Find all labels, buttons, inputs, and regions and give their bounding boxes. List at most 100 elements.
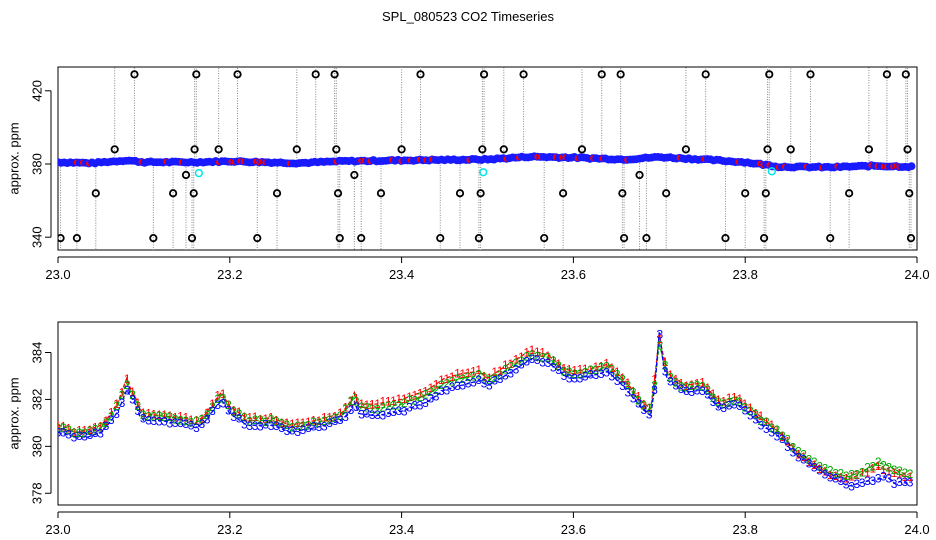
series-1-point-label: 1 — [736, 392, 743, 406]
series-3-point-label: 3 — [193, 421, 200, 435]
series-1-point-label: 1 — [81, 423, 88, 437]
series-2-point-label: 2 — [566, 365, 573, 379]
series-3-point-label: 3 — [555, 363, 562, 377]
series-2-point-label: 2 — [790, 440, 797, 454]
series-2-point-label: 2 — [103, 416, 110, 430]
series-2-point-label: 2 — [683, 380, 690, 394]
series-3-point-label: 3 — [135, 404, 142, 418]
series-2-point-label: 2 — [630, 385, 637, 399]
series-2-point-label: 2 — [800, 448, 807, 462]
top-outlier-point — [882, 70, 892, 79]
series-1-point-label: 1 — [486, 371, 493, 385]
series-3-point-label: 3 — [891, 477, 898, 491]
series-2-point-label: 2 — [774, 423, 781, 437]
series-3-point-label: 3 — [646, 408, 653, 422]
series-1-point-label: 1 — [640, 398, 647, 412]
series-1-point-label: 1 — [241, 410, 248, 424]
series-3-point-label: 3 — [699, 384, 706, 398]
series-3-point-label: 3 — [119, 396, 126, 410]
series-1-point-label: 1 — [880, 463, 887, 477]
series-1-point-label: 1 — [55, 419, 62, 433]
series-2-point-label: 2 — [236, 407, 243, 421]
series-3-point-label: 3 — [92, 426, 99, 440]
series-3-point-label: 3 — [172, 416, 179, 430]
series-2-point-label: 2 — [182, 414, 189, 428]
series-2-point-label: 2 — [726, 395, 733, 409]
series-3-point-label: 3 — [896, 475, 903, 489]
series-1-point-label: 1 — [124, 372, 131, 386]
series-1-point-label: 1 — [768, 418, 775, 432]
series-3-point-label: 3 — [321, 420, 328, 434]
series-3-point-label: 3 — [401, 404, 408, 418]
series-2-point-label: 2 — [230, 405, 237, 419]
series-3-point-label: 3 — [747, 408, 754, 422]
series-3-point-label: 3 — [901, 475, 908, 489]
series-3-point-label: 3 — [342, 410, 349, 424]
series-1-point-label: 1 — [885, 464, 892, 478]
series-1-point-label: 1 — [672, 373, 679, 387]
series-1-point-label: 1 — [577, 363, 584, 377]
series-1-point-label: 1 — [502, 358, 509, 372]
top-outlier-point — [455, 189, 465, 198]
series-3-point-label: 3 — [875, 472, 882, 486]
top-outlier-point — [759, 234, 769, 243]
series-2-point-label: 2 — [433, 383, 440, 397]
series-1-point-label: 1 — [710, 387, 717, 401]
series-3-point-label: 3 — [103, 419, 110, 433]
top-outlier-point — [190, 145, 199, 154]
top-outlier-point — [130, 70, 139, 79]
series-3-point-label: 3 — [374, 408, 381, 422]
series-3-point-label: 3 — [752, 413, 759, 427]
series-3-point-label: 3 — [417, 398, 424, 412]
series-1-point-label: 1 — [246, 411, 253, 425]
series-2-point-label: 2 — [310, 415, 317, 429]
series-2-point-label: 2 — [742, 401, 749, 415]
series-1-point-label: 1 — [800, 450, 807, 464]
top-outlier-point — [765, 70, 774, 79]
top-y-tick-label: 420 — [29, 80, 44, 102]
top-outlier-point — [618, 189, 627, 198]
series-2-point-label: 2 — [896, 464, 903, 478]
series-1-point-label: 1 — [822, 464, 829, 478]
series-2-point-label: 2 — [198, 413, 205, 427]
series-1-point-label: 1 — [534, 345, 541, 359]
series-3-point-label: 3 — [656, 327, 663, 341]
bottom-y-tick-label: 384 — [29, 342, 44, 364]
series-1-point-label: 1 — [726, 391, 733, 405]
series-3-point-label: 3 — [257, 420, 264, 434]
series-1-line — [58, 335, 909, 480]
series-3-point-label: 3 — [422, 396, 429, 410]
series-3-point-label: 3 — [198, 417, 205, 431]
series-2-point-label: 2 — [300, 419, 307, 433]
series-3-point-label: 3 — [609, 369, 616, 383]
series-1-point-label: 1 — [135, 396, 142, 410]
series-2-point-label: 2 — [454, 372, 461, 386]
bottom-y-tick-label: 382 — [29, 389, 44, 411]
series-3-point-label: 3 — [353, 400, 360, 414]
top-outlier-point — [901, 70, 910, 79]
top-outlier-point — [181, 170, 191, 180]
series-3-point-label: 3 — [832, 471, 839, 485]
series-2-point-label: 2 — [209, 400, 216, 414]
series-3-point-label: 3 — [289, 424, 296, 438]
series-1-point-label: 1 — [545, 349, 552, 363]
series-2-point-label: 2 — [582, 366, 589, 380]
series-3-point-label: 3 — [454, 379, 461, 393]
top-outlier-point — [330, 70, 339, 79]
top-outlier-point — [58, 234, 65, 243]
series-1-point-label: 1 — [390, 394, 397, 408]
series-1-point-label: 1 — [60, 420, 67, 434]
series-2-point-label: 2 — [278, 417, 285, 431]
top-outlier-point — [478, 145, 487, 154]
top-plot-area — [58, 67, 916, 250]
top-outlier-point — [806, 70, 815, 79]
series-2-point-label: 2 — [763, 415, 770, 429]
series-3-point-label: 3 — [790, 446, 797, 460]
series-3-point-label: 3 — [459, 378, 466, 392]
series-2-point-label: 2 — [119, 388, 126, 402]
series-3-point-label: 3 — [571, 372, 578, 386]
series-3-point-label: 3 — [129, 393, 136, 407]
series-1-point-label: 1 — [310, 413, 317, 427]
series-1-point-label: 1 — [369, 398, 376, 412]
series-3-line — [58, 331, 909, 487]
